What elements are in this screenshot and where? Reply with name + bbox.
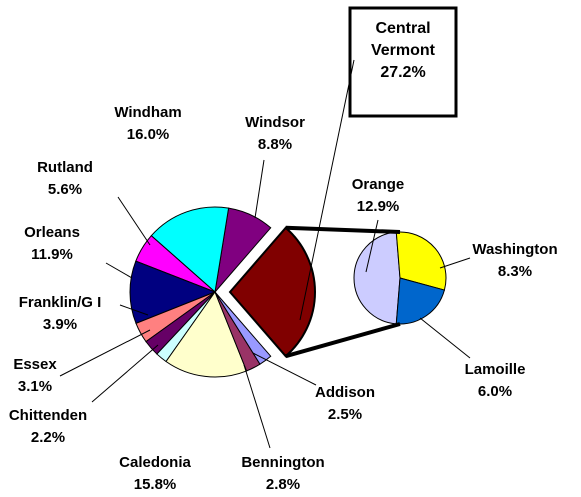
leader-line bbox=[439, 257, 471, 269]
slice-value-label: 6.0% bbox=[477, 383, 513, 400]
slice-label: Orange bbox=[351, 176, 405, 193]
leader-line bbox=[243, 364, 271, 449]
slice-value-label: 3.9% bbox=[42, 316, 78, 333]
leader-line bbox=[299, 59, 355, 321]
pie-slice bbox=[395, 231, 447, 291]
slice-label: Central Vermont bbox=[370, 20, 435, 59]
slice-value-label: 2.8% bbox=[265, 476, 301, 493]
slice-value-label: 15.8% bbox=[133, 476, 177, 493]
slice-label: Chittenden bbox=[8, 407, 88, 424]
slice-label: Addison bbox=[315, 384, 375, 401]
label-box bbox=[348, 6, 458, 118]
leader-line bbox=[254, 159, 265, 219]
slice-value-label: 8.8% bbox=[257, 136, 293, 153]
pie-slice bbox=[165, 290, 248, 378]
slice-value-label: 8.3% bbox=[497, 263, 533, 280]
slice-label: Bennington bbox=[241, 454, 325, 471]
leader-line bbox=[91, 344, 159, 403]
slice-label: Caledonia bbox=[119, 454, 191, 471]
pie-slice bbox=[214, 291, 272, 365]
slice-value-label: 16.0% bbox=[126, 126, 170, 143]
slice-label: Windham bbox=[114, 104, 182, 121]
pie-slice bbox=[150, 206, 230, 293]
leader-line bbox=[252, 352, 317, 386]
leader-line bbox=[59, 329, 151, 377]
slice-value-label: 3.1% bbox=[17, 378, 53, 395]
slice-label: Windsor bbox=[245, 114, 305, 131]
slice-value-label: 11.9% bbox=[31, 246, 73, 263]
leader-line bbox=[105, 262, 133, 279]
pie-slice bbox=[353, 231, 401, 325]
connector-line bbox=[285, 225, 401, 234]
slice-label: Franklin/G I bbox=[18, 294, 102, 311]
slice-value-label: 27.2% bbox=[380, 64, 426, 81]
leader-line bbox=[365, 219, 379, 273]
slice-label: Rutland bbox=[37, 159, 93, 176]
connector-line bbox=[285, 322, 401, 359]
leader-line bbox=[119, 304, 149, 316]
leader-line bbox=[419, 317, 471, 359]
slice-value-label: 12.9% bbox=[356, 198, 400, 215]
slice-value-label: 2.2% bbox=[30, 429, 66, 446]
slice-label: Washington bbox=[472, 241, 558, 258]
slice-value-label: 5.6% bbox=[47, 181, 83, 198]
slice-label: Orleans bbox=[24, 224, 80, 241]
slice-label: Essex bbox=[13, 356, 57, 373]
slice-label: Lamoille bbox=[464, 361, 526, 378]
pie-slice bbox=[129, 260, 217, 324]
slice-value-label: 2.5% bbox=[327, 406, 363, 423]
pie-slice bbox=[228, 226, 316, 358]
leader-line bbox=[117, 196, 151, 246]
